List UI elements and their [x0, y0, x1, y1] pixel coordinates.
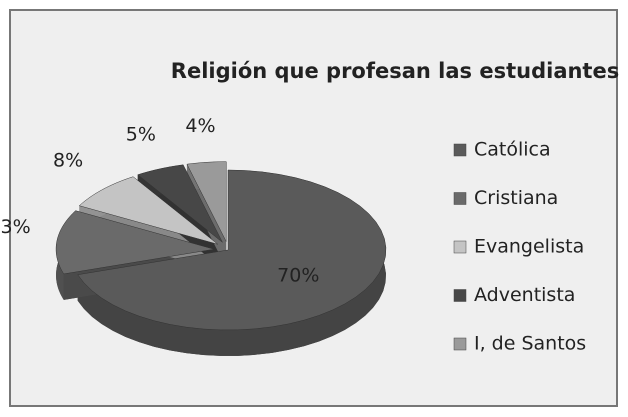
data-label: 8% [53, 150, 83, 172]
legend-label: Cristiana [474, 187, 558, 209]
legend-label: Católica [474, 139, 551, 161]
legend-label: I, de Santos [474, 333, 586, 355]
data-label: 13% [0, 216, 31, 238]
data-label: 70% [277, 264, 319, 286]
pie-slice [78, 176, 218, 245]
legend-swatch [453, 337, 467, 351]
data-label: 4% [185, 115, 215, 137]
pie-slice [55, 210, 215, 275]
legend-label: Adventista [474, 284, 575, 306]
legend-swatch [453, 289, 467, 302]
legend-swatch [453, 143, 467, 157]
chart-title: Religión que profesan las estudiantes [171, 59, 619, 83]
legend-swatch [453, 192, 467, 205]
pie-slice [137, 164, 223, 243]
legend-swatch [453, 240, 467, 254]
pie-slice [77, 169, 387, 331]
pie-slice [186, 161, 227, 242]
data-label: 5% [126, 123, 156, 145]
legend-label: Evangelista [474, 236, 584, 258]
